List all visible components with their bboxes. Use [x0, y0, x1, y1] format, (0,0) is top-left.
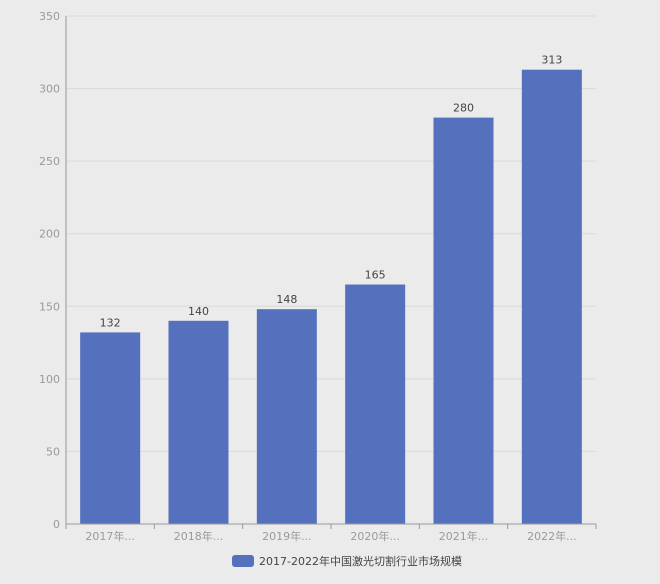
y-tick-label: 250: [39, 155, 60, 168]
y-tick-label: 300: [39, 83, 60, 96]
y-tick-label: 150: [39, 300, 60, 313]
bar[interactable]: [168, 320, 229, 524]
legend-swatch[interactable]: [232, 555, 254, 567]
y-tick-label: 200: [39, 228, 60, 241]
x-tick-label: 2022年...: [527, 529, 576, 543]
y-axis-ticks: 0 50 100 150 200 250 300 350: [39, 10, 60, 531]
axes: [65, 16, 597, 529]
bar[interactable]: [256, 309, 317, 524]
bar[interactable]: [521, 69, 582, 525]
x-axis-ticks: 2017年... 2018年... 2019年... 2020年... 2021年...…: [85, 529, 576, 543]
bar[interactable]: [345, 284, 406, 524]
x-tick-label: 2019年...: [262, 529, 311, 543]
y-tick-label: 100: [39, 373, 60, 386]
bar-value-label: 148: [276, 293, 297, 306]
bar[interactable]: [433, 117, 494, 524]
legend[interactable]: 2017-2022年中国激光切割行业市场规模: [232, 554, 462, 568]
bar-value-label: 132: [100, 316, 121, 329]
legend-label[interactable]: 2017-2022年中国激光切割行业市场规模: [259, 554, 462, 568]
bar-value-label: 313: [541, 54, 562, 67]
bar-series: [80, 69, 582, 525]
x-tick-label: 2017年...: [85, 529, 134, 543]
y-tick-label: 0: [53, 518, 60, 531]
bar-value-label: 165: [365, 269, 386, 282]
grid-lines: [66, 15, 596, 452]
bar-value-label: 280: [453, 102, 474, 115]
x-tick-label: 2020年...: [350, 529, 399, 543]
y-tick-label: 50: [46, 445, 60, 458]
bar[interactable]: [80, 332, 141, 524]
x-tick-label: 2018年...: [174, 529, 223, 543]
y-tick-label: 350: [39, 10, 60, 23]
bar-value-label: 140: [188, 305, 209, 318]
x-tick-label: 2021年...: [439, 529, 488, 543]
bar-value-labels: 132 140 148 165 280 313: [100, 54, 563, 330]
